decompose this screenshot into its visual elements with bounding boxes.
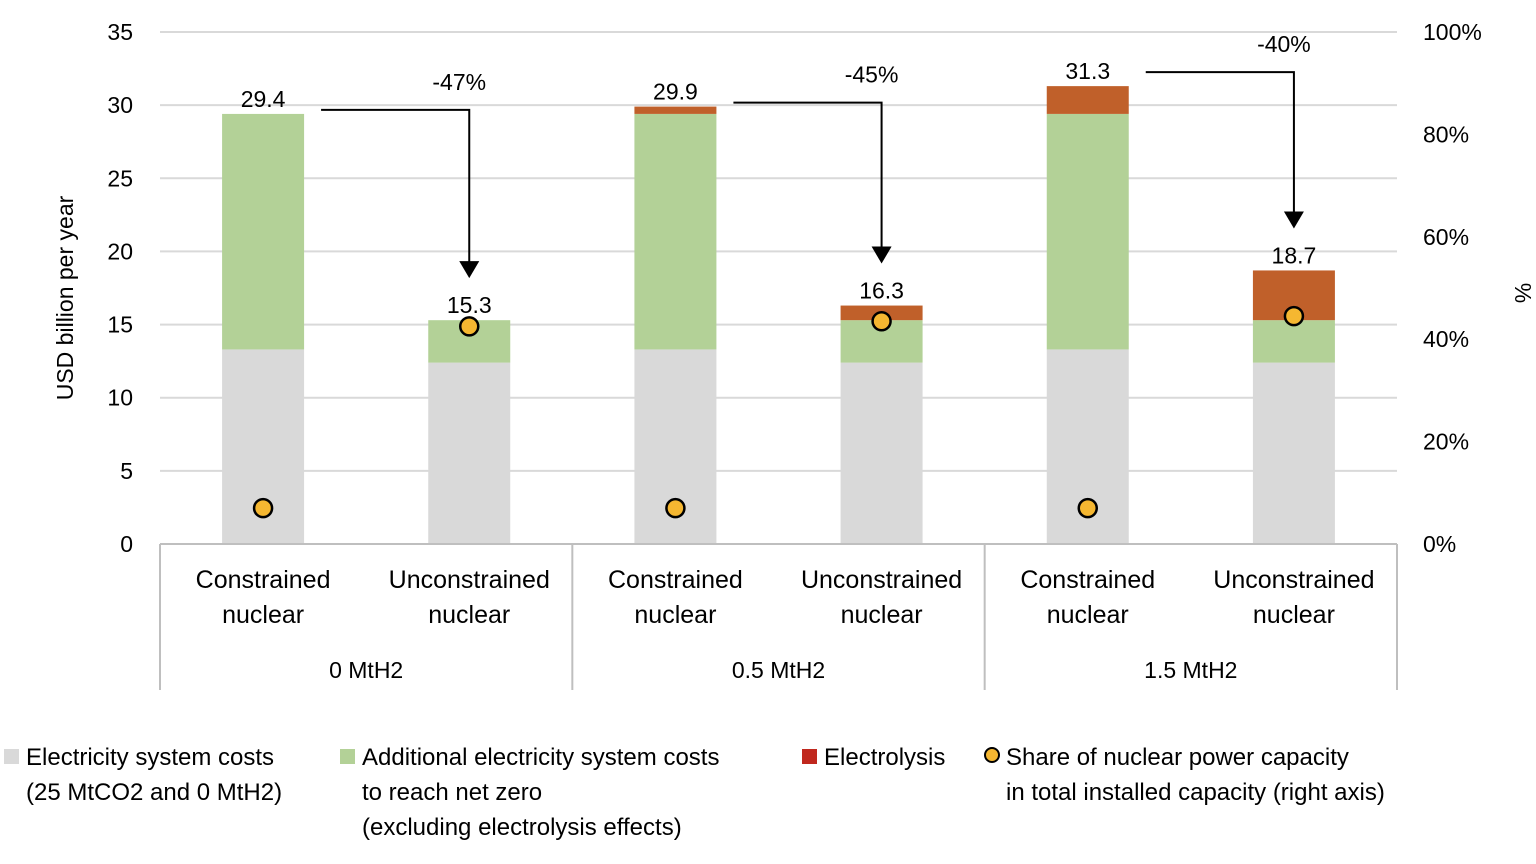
y-tick-label: 20 xyxy=(107,238,133,264)
axes: 0 5 10 15 20 25 30 35 0% 20% 40% 60% 80% 100% xyxy=(107,19,1482,690)
category-label: Unconstrained xyxy=(389,566,550,594)
change-arrow-line xyxy=(1145,71,1295,213)
share-dot xyxy=(665,497,686,519)
change-label: -47% xyxy=(432,69,486,95)
legend: Electricity system costs (25 MtCO2 and 0… xyxy=(0,740,1536,850)
change-arrowhead xyxy=(871,246,892,264)
bar-segment xyxy=(840,362,923,544)
legend-swatch xyxy=(802,749,817,764)
category-label: Unconstrained xyxy=(801,566,962,594)
total-label: 16.3 xyxy=(859,278,904,304)
total-label: 29.9 xyxy=(653,79,698,105)
category-label: Constrained xyxy=(196,566,331,594)
total-label: 18.7 xyxy=(1272,242,1317,268)
share-dot xyxy=(1283,305,1305,327)
total-label: 31.3 xyxy=(1065,58,1110,84)
y2-tick-label: 60% xyxy=(1423,224,1469,250)
legend-swatch xyxy=(340,749,355,764)
y2-axis-label: % xyxy=(1510,283,1536,303)
total-label: 15.3 xyxy=(447,292,492,318)
bar-segment xyxy=(1046,86,1129,114)
bar-segment xyxy=(634,113,717,350)
category-label: Unconstrained xyxy=(1213,566,1374,594)
category-label: nuclear xyxy=(841,601,923,629)
bar-segment xyxy=(222,113,305,350)
category-label: Constrained xyxy=(608,566,743,594)
category-label: nuclear xyxy=(222,601,304,629)
bar-segment xyxy=(1046,113,1129,350)
change-label: -45% xyxy=(845,62,899,88)
y2-tick-label: 20% xyxy=(1423,429,1469,455)
category-label: nuclear xyxy=(1253,601,1335,629)
group-label: 0.5 MtH2 xyxy=(732,657,825,683)
category-label: nuclear xyxy=(634,601,716,629)
y-tick-label: 5 xyxy=(120,458,133,484)
y2-tick-label: 0% xyxy=(1423,531,1456,557)
legend-label: Electricity system costs (25 MtCO2 and 0… xyxy=(26,744,283,806)
y-tick-label: 30 xyxy=(107,92,133,118)
y2-tick-label: 40% xyxy=(1423,326,1469,352)
share-dot xyxy=(1077,497,1098,519)
group-label: 0 MtH2 xyxy=(329,657,403,683)
y-tick-label: 25 xyxy=(107,165,133,191)
share-dot xyxy=(252,497,274,519)
labels: 29.4 Constrained nuclear 15.3 Unconstrained n… xyxy=(196,31,1375,683)
y-tick-label: 15 xyxy=(107,312,133,338)
gridlines xyxy=(160,31,1397,472)
group-label: 1.5 MtH2 xyxy=(1144,657,1237,683)
legend-label: Additional electricity system costs to r… xyxy=(362,744,720,841)
change-arrow-line xyxy=(733,101,883,248)
change-arrows xyxy=(321,71,1304,279)
bars xyxy=(222,86,1335,544)
y2-tick-label: 100% xyxy=(1423,19,1482,45)
change-arrowhead xyxy=(1283,211,1304,229)
category-label: nuclear xyxy=(1047,601,1129,629)
share-dot xyxy=(459,316,480,337)
bar-segment xyxy=(1252,362,1335,544)
y-tick-label: 0 xyxy=(120,531,133,557)
category-label: nuclear xyxy=(428,601,510,629)
change-label: -40% xyxy=(1257,31,1311,57)
bar-segment xyxy=(1252,320,1335,363)
y-tick-label: 10 xyxy=(107,385,133,411)
category-label: Constrained xyxy=(1020,566,1155,594)
legend-dot xyxy=(984,747,1000,763)
legend-swatch xyxy=(4,749,19,764)
chart: 0 5 10 15 20 25 30 35 0% 20% 40% 60% 80% 100% 29.4 Con… xyxy=(52,19,1536,690)
y2-tick-label: 80% xyxy=(1423,121,1469,147)
total-label: 29.4 xyxy=(241,86,286,112)
y-tick-label: 35 xyxy=(107,19,133,45)
change-arrow-line xyxy=(321,108,471,263)
share-dot xyxy=(871,311,892,332)
change-arrowhead xyxy=(459,261,480,279)
share-dots xyxy=(252,305,1305,519)
legend-label: Electrolysis xyxy=(824,744,946,771)
y-axis-label: USD billion per year xyxy=(52,195,78,400)
legend-label: Share of nuclear power capacity in total… xyxy=(1006,744,1385,806)
bar-segment xyxy=(634,106,717,114)
bar-segment xyxy=(428,362,511,544)
